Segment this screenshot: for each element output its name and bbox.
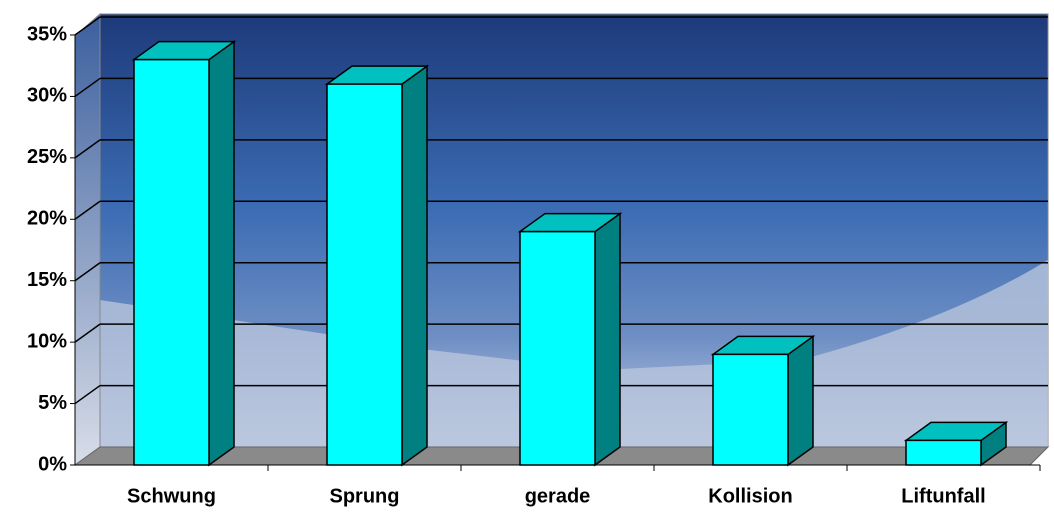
- bar-side: [208, 40, 235, 467]
- bar-side: [401, 64, 428, 467]
- grid-line: [74, 77, 101, 98]
- grid-line: [74, 384, 101, 405]
- bar-front: [133, 58, 210, 466]
- y-tick-label: 25%: [27, 146, 67, 168]
- grid-line: [74, 262, 101, 282]
- bar-front: [712, 353, 789, 466]
- y-tick-label: 10%: [27, 330, 67, 352]
- bar: [710, 334, 816, 467]
- y-tick-label: 0%: [38, 453, 67, 475]
- x-tick-label: gerade: [525, 485, 591, 507]
- bar: [903, 420, 1009, 467]
- x-tick-label: Kollision: [708, 485, 792, 507]
- y-tick-label: 20%: [27, 208, 67, 230]
- bar-front: [905, 439, 982, 466]
- bar-side: [787, 334, 814, 467]
- y-tick-label: 30%: [27, 85, 67, 107]
- x-tick-label: Liftunfall: [901, 485, 985, 507]
- x-tick-label: Sprung: [330, 485, 400, 507]
- grid-line: [74, 16, 101, 36]
- bar-front: [326, 83, 403, 466]
- y-tick-label: 5%: [38, 392, 67, 414]
- grid-line: [74, 200, 101, 220]
- bar: [131, 40, 237, 467]
- grid-line: [74, 139, 101, 159]
- bar-side: [594, 212, 621, 467]
- bar: [517, 212, 623, 467]
- y-tick-label: 15%: [27, 269, 67, 291]
- grid-line: [74, 323, 101, 343]
- y-tick-label: 35%: [27, 23, 67, 45]
- bar: [324, 64, 430, 467]
- bar-front: [519, 230, 596, 466]
- x-tick-label: Schwung: [127, 485, 216, 507]
